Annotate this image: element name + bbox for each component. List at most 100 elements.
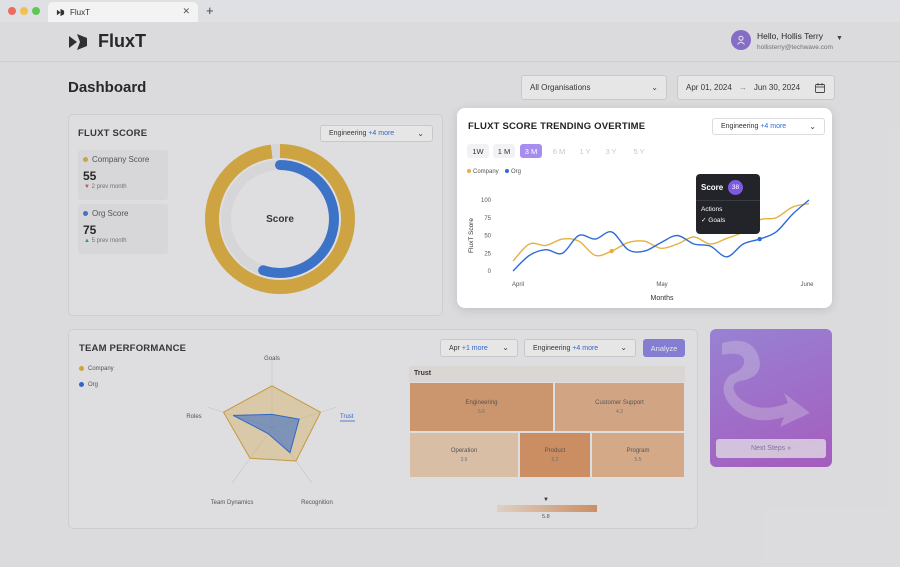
company-legend-dot (467, 169, 471, 174)
trend-legend-company: Company (467, 169, 499, 175)
radar-axis-goals[interactable]: Goals (264, 356, 280, 362)
close-window-button[interactable] (8, 7, 16, 15)
avatar[interactable] (731, 30, 751, 50)
treemap-cell-customer-support[interactable]: Customer Support 4.3 (554, 382, 685, 432)
treemap-cell-label: Operation (450, 447, 478, 454)
date-range-picker[interactable]: Apr 01, 2024 → Jun 30, 2024 (677, 75, 835, 100)
radar-axis-recognition[interactable]: Recognition (301, 500, 333, 506)
data-point-marker[interactable] (757, 236, 762, 242)
org-score-box: Org Score 75 ▲ 5 prev month (78, 204, 168, 254)
company-score-label-text: Company Score (92, 155, 150, 164)
treemap-cell-label: Customer Support (595, 399, 644, 406)
organisation-filter[interactable]: All Organisations ⌄ (521, 75, 667, 100)
next-steps-button[interactable]: Next Steps » (716, 439, 826, 458)
y-tick-label: 75 (484, 216, 491, 222)
user-greeting: Hello, Hollis Terry (757, 31, 823, 41)
chevron-down-icon: ⌄ (620, 343, 627, 353)
trend-team-filter-more: +4 more (760, 123, 787, 130)
trend-legend-org: Org (505, 169, 521, 175)
company-score-delta-text: 2 prev month (91, 184, 127, 190)
org-score-value: 75 (83, 223, 97, 237)
treemap-cell-program[interactable]: Program 5.5 (591, 432, 685, 478)
range-tab-5y[interactable]: 5 Y (633, 146, 645, 156)
maximize-window-button[interactable] (32, 7, 40, 15)
team-filter-more: +4 more (572, 344, 599, 352)
check-icon: ✓ (701, 217, 707, 224)
company-score-box: Company Score 55 ▼ 2 prev month (78, 150, 168, 200)
donut-label: Score (266, 214, 294, 225)
chevron-down-icon: ⌄ (809, 121, 816, 131)
company-score-label: Company Score (83, 155, 149, 164)
radar-axis-roles[interactable]: Roles (186, 414, 201, 420)
treemap-cell-product[interactable]: Product 6.2 (519, 432, 591, 478)
org-score-label-text: Org Score (92, 209, 129, 218)
fluxt-score-title: FLUXT SCORE (78, 128, 148, 139)
range-tab-1m[interactable]: 1 M (493, 144, 515, 158)
trend-legend-org-label: Org (511, 169, 522, 175)
fluxt-logo-icon (69, 34, 87, 50)
new-tab-button[interactable]: + (206, 3, 214, 18)
tab-close-icon[interactable]: ✕ (182, 6, 190, 16)
range-tab-3y[interactable]: 3 Y (605, 146, 617, 156)
org-score-delta: ▲ 5 prev month (84, 238, 127, 244)
tooltip-score-badge: 38 (728, 180, 743, 195)
trend-legend-company-label: Company (473, 169, 499, 175)
org-score-label: Org Score (83, 209, 128, 218)
score-team-filter-more: +4 more (368, 130, 395, 137)
tooltip-divider (696, 200, 760, 201)
treemap-cell-value: 4.3 (616, 408, 623, 415)
app-header: FluxT Hello, Hollis Terry hollisterry@te… (0, 22, 900, 62)
next-steps-button-label: Next Steps (750, 445, 786, 452)
page-title: Dashboard (68, 79, 147, 96)
team-filter-value: Engineering (533, 344, 571, 352)
range-tab-3m[interactable]: 3 M (520, 144, 542, 158)
range-tab-1y[interactable]: 1 Y (579, 146, 591, 156)
y-tick-label: 100 (481, 198, 492, 204)
user-email: hollisterry@techwave.com (757, 44, 833, 51)
app-name: FluxT (98, 31, 146, 51)
radar-axis-trust[interactable]: Trust (340, 414, 354, 420)
treemap-cell-value: 6.6 (478, 408, 485, 415)
x-tick-label: May (656, 282, 667, 288)
browser-tab[interactable]: FluxT ✕ (48, 2, 198, 22)
org-legend-dot (505, 169, 509, 174)
data-point-marker[interactable] (609, 248, 614, 254)
treemap-cell-value: 3.6 (460, 456, 468, 463)
arrow-down-icon: ▼ (84, 184, 90, 190)
treemap-cell-operation[interactable]: Operation 3.6 (409, 432, 519, 478)
org-score-delta-text: 5 prev month (91, 238, 127, 244)
team-filter[interactable]: Engineering +4 more ⌄ (524, 339, 636, 357)
company-score-delta: ▼ 2 prev month (84, 184, 127, 190)
user-icon (737, 35, 745, 45)
period-filter[interactable]: Apr +1 more ⌄ (440, 339, 518, 357)
range-tab-6m[interactable]: 6 M (552, 146, 566, 156)
trend-team-filter[interactable]: Engineering +4 more ⌄ (712, 118, 825, 135)
radar-axis-team-dynamics[interactable]: Team Dynamics (211, 500, 254, 506)
org-legend-dot (83, 211, 88, 217)
company-score-value: 55 (83, 169, 97, 183)
period-filter-value: Apr (449, 344, 460, 352)
minimize-window-button[interactable] (20, 7, 28, 15)
x-axis-label: Months (651, 295, 674, 302)
trend-team-filter-value: Engineering (721, 123, 759, 130)
organisation-filter-value: All Organisations (530, 83, 591, 92)
chevron-down-icon: ⌄ (502, 343, 509, 353)
range-tab-1w[interactable]: 1W (467, 144, 489, 158)
treemap-cell-label: Program (626, 447, 650, 454)
date-end: Jun 30, 2024 (753, 83, 801, 92)
tooltip-action-label: Goals (708, 217, 726, 224)
score-tooltip: Score 38 Actions ✓ Goals (696, 174, 760, 234)
score-team-filter[interactable]: Engineering +4 more ⌄ (320, 125, 433, 142)
score-donut-chart: Score (205, 144, 355, 294)
treemap-scale-value: 5.8 (542, 514, 550, 520)
y-tick-label: 0 (488, 269, 492, 275)
analyze-button[interactable]: Analyze (643, 339, 685, 357)
treemap-cell-value: 6.2 (551, 456, 559, 463)
user-menu-chevron-down-icon[interactable]: ▼ (836, 35, 843, 42)
treemap-cell-engineering[interactable]: Engineering 6.6 (409, 382, 554, 432)
company-legend-dot (83, 157, 88, 163)
y-tick-label: 50 (484, 234, 491, 240)
tooltip-title: Score (701, 183, 724, 192)
series-line-org (512, 199, 810, 272)
score-trend-line-chart: 0 25 50 75 100 FluxT Score April May June Months (468, 198, 814, 302)
